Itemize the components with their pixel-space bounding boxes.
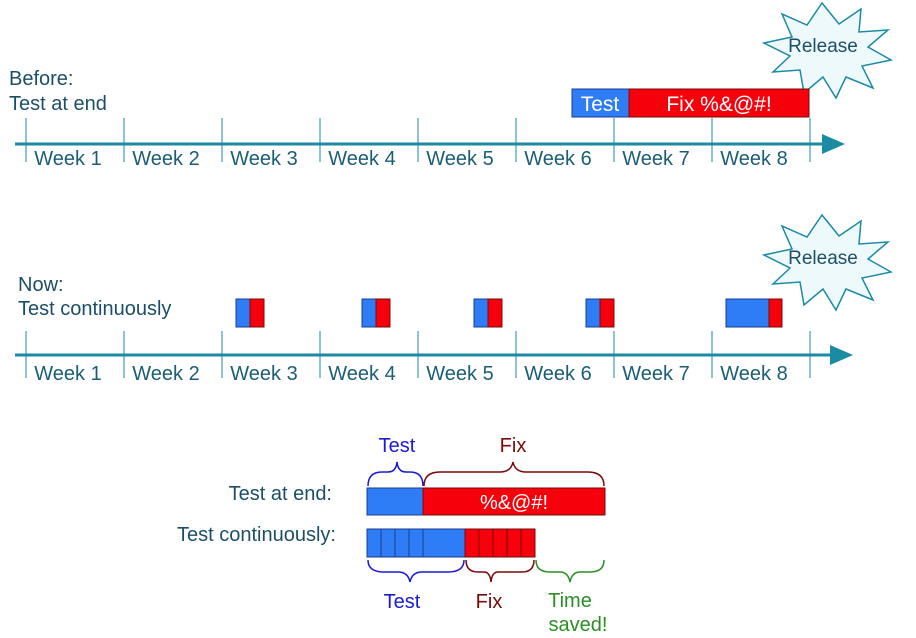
fix-block-small [487, 298, 503, 328]
release-burst-shape [761, 1, 894, 100]
release-label: Release [788, 248, 858, 269]
top-fix-brace [423, 461, 605, 487]
top-test-brace [367, 461, 424, 487]
before-label-line2: Test at end [9, 93, 107, 115]
bottom-test-brace [367, 559, 465, 583]
test-block-label: Test [581, 93, 620, 116]
week-label: Week 3 [230, 363, 297, 385]
release-burst-shape [761, 213, 894, 312]
before-axis: Week 1 Week 2 Week 3 Week 4 Week 5 Week … [15, 118, 845, 170]
test-at-end-label: Test at end: [229, 483, 332, 505]
week-label: Week 8 [720, 363, 787, 385]
top-fix-label: Fix [500, 435, 527, 457]
week-label: Week 6 [524, 363, 591, 385]
comparison-section: Test Fix Test at end: %&@#! Test continu… [177, 435, 607, 636]
week-label: Week 4 [328, 148, 395, 170]
test-continuously-label: Test continuously: [177, 524, 336, 546]
week-label: Week 5 [426, 363, 493, 385]
week-label: Week 8 [720, 148, 787, 170]
test-block-small [585, 298, 601, 328]
week-label: Week 7 [622, 363, 689, 385]
continuous-bar [366, 528, 536, 558]
time-saved-brace [535, 559, 605, 583]
end-test-bar [366, 487, 424, 516]
week-label: Week 2 [132, 363, 199, 385]
test-block-small [725, 298, 770, 328]
release-burst-bottom: Release [761, 213, 894, 312]
test-block-small [235, 298, 251, 328]
release-burst-top: Release [761, 1, 894, 100]
bottom-test-label: Test [384, 591, 421, 613]
axis-arrowhead [822, 134, 845, 154]
time-saved-line2: saved! [549, 614, 608, 636]
axis-arrowhead [830, 345, 853, 365]
week-label: Week 1 [34, 363, 101, 385]
now-section: Now: Test continuously Release [15, 213, 894, 385]
bottom-fix-label: Fix [476, 591, 503, 613]
week-label: Week 6 [524, 148, 591, 170]
fix-block-small [599, 298, 615, 328]
week-label: Week 1 [34, 148, 101, 170]
before-label-line1: Before: [9, 68, 73, 90]
continuous-blocks [235, 298, 783, 328]
end-fix-bar [422, 487, 606, 516]
test-block [571, 88, 630, 118]
continuous-test-bar [366, 528, 466, 558]
week-label: Week 4 [328, 363, 395, 385]
time-saved-line1: Time [548, 590, 592, 612]
fix-block [628, 88, 810, 118]
fix-block-small [249, 298, 265, 328]
now-axis: Week 1 Week 2 Week 3 Week 4 Week 5 Week … [15, 331, 853, 385]
now-label-line1: Now: [18, 274, 64, 296]
fix-block-label: Fix %&@#! [666, 93, 771, 116]
week-label: Week 7 [622, 148, 689, 170]
continuous-fix-bar [464, 528, 536, 558]
test-block-small [473, 298, 489, 328]
bottom-fix-brace [465, 559, 535, 583]
fix-bar-text: %&@#! [480, 492, 548, 514]
top-test-label: Test [379, 435, 416, 457]
week-label: Week 2 [132, 148, 199, 170]
before-section: Before: Test at end Release Test Fix %&@… [9, 1, 894, 170]
release-label: Release [788, 36, 858, 57]
now-label-line2: Test continuously [18, 298, 171, 320]
week-label: Week 5 [426, 148, 493, 170]
fix-block-small [768, 298, 783, 328]
test-block-small [361, 298, 377, 328]
fix-block-small [375, 298, 391, 328]
week-label: Week 3 [230, 148, 297, 170]
